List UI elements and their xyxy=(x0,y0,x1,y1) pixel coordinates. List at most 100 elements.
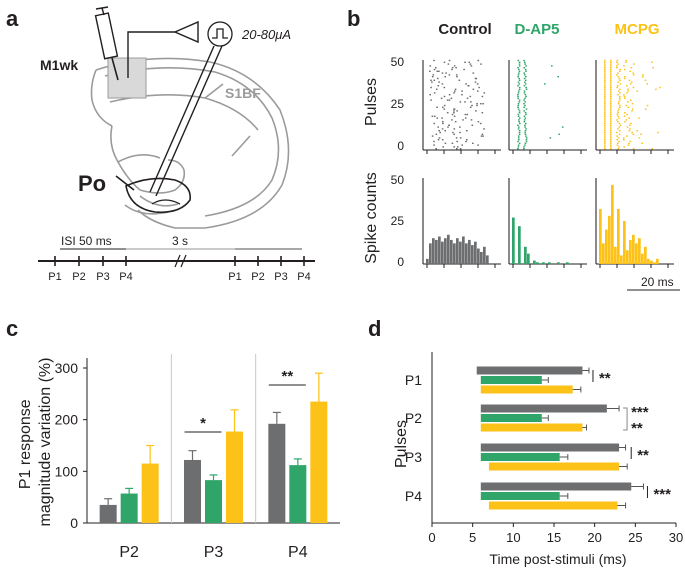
hist-bar-Control xyxy=(447,234,450,264)
condition-dap5-label: D-AP5 xyxy=(514,21,559,38)
raster-spike xyxy=(517,59,520,62)
raster-spike xyxy=(604,70,606,72)
hist-bar-MCPG xyxy=(641,253,644,264)
raster-spike xyxy=(633,63,635,65)
raster-spike xyxy=(626,126,629,128)
hist-tick-0: 0 xyxy=(397,255,404,269)
raster-spike xyxy=(451,67,454,69)
raster-spike xyxy=(624,112,626,114)
d-bar-D-AP5-P2 xyxy=(480,414,542,422)
d-x-tick-label: 25 xyxy=(628,530,642,545)
raster-spike xyxy=(518,77,520,80)
c-bar-Control-P4 xyxy=(268,423,286,523)
pulse-stimulator-icon xyxy=(207,21,233,47)
raster-spike xyxy=(618,146,620,148)
raster-spike xyxy=(604,144,606,146)
raster-spike xyxy=(448,94,451,96)
raster-spike xyxy=(604,108,606,110)
c-category-label-P4: P4 xyxy=(288,544,308,561)
raster-spike xyxy=(632,86,635,89)
raster-spike xyxy=(435,148,437,150)
raster-spike xyxy=(604,124,606,126)
raster-spike xyxy=(447,126,449,128)
raster-spike xyxy=(444,76,446,78)
raster-spike xyxy=(524,81,526,83)
raster-spike xyxy=(435,67,437,69)
raster-spike xyxy=(446,112,449,114)
panel-d-letter: d xyxy=(368,316,381,341)
raster-spike xyxy=(610,137,612,139)
raster-spike xyxy=(626,92,628,94)
raster-spike xyxy=(518,68,520,71)
pulse-label-3: P3 xyxy=(274,271,287,283)
raster-spike xyxy=(604,59,606,62)
panel-d: d Pulses Time post-stimuli (ms) 0 5 10 15 20… xyxy=(368,316,683,567)
raster-spike xyxy=(557,76,559,78)
c-y-axis-label: P1 response magnitude variation (%) xyxy=(17,358,54,527)
raster-spike xyxy=(466,130,468,132)
raster-spike xyxy=(610,86,612,89)
hist-bar-Control xyxy=(444,238,447,264)
raster-spike xyxy=(604,106,606,108)
po-outline xyxy=(125,177,192,214)
raster-spike xyxy=(623,139,625,141)
raster-spike xyxy=(518,131,521,134)
raster-spike xyxy=(631,110,633,112)
raster-spike xyxy=(525,95,527,98)
raster-spike xyxy=(465,140,467,143)
hist-bar-MCPG xyxy=(635,243,638,264)
raster-spike xyxy=(518,139,520,141)
stimulation-intensity-label: 20-80μA xyxy=(241,27,291,42)
raster-spike xyxy=(518,79,521,81)
raster-spike xyxy=(429,65,432,67)
raster-spike xyxy=(459,137,462,139)
c-y-axis-label-line2: magnitude variation (%) xyxy=(37,358,54,527)
raster-spike xyxy=(438,81,440,83)
raster-spike xyxy=(642,76,644,78)
raster-spike xyxy=(610,74,612,76)
d-significance-bracket xyxy=(623,407,628,431)
raster-spike xyxy=(610,61,612,63)
raster-spike xyxy=(431,135,434,137)
raster-spike xyxy=(610,79,612,81)
raster-spike xyxy=(459,131,461,134)
amplifier-icon xyxy=(173,20,199,44)
raster-spike xyxy=(523,59,525,62)
raster-spike xyxy=(518,99,521,101)
raster-spike xyxy=(630,67,633,69)
raster-spike xyxy=(604,142,606,144)
raster-spike xyxy=(455,74,458,76)
hist-bar-D-AP5 xyxy=(527,253,530,264)
gap-label: 3 s xyxy=(172,234,188,248)
raster-spike xyxy=(604,72,606,74)
raster-spike xyxy=(525,140,528,143)
d-x-tick-label: 30 xyxy=(669,530,683,545)
raster-spike xyxy=(627,90,629,92)
raster-spike xyxy=(629,99,632,101)
raster-spike xyxy=(436,70,439,72)
raster-spike xyxy=(610,81,612,83)
raster-spike xyxy=(517,140,519,143)
raster-spike xyxy=(610,90,612,92)
raster-spike xyxy=(618,126,621,128)
raster-spike xyxy=(629,83,632,85)
hist-tick-25: 25 xyxy=(391,214,405,228)
raster-spike xyxy=(443,95,446,98)
raster-spike xyxy=(610,83,612,85)
raster-spike xyxy=(604,85,606,87)
hist-bar-MCPG xyxy=(626,250,629,264)
raster-spike xyxy=(604,113,606,116)
raster-spike xyxy=(610,124,612,126)
d-y-axis-label: Pulses xyxy=(393,420,410,468)
raster-spike xyxy=(524,142,527,144)
raster-spike xyxy=(433,79,436,81)
raster-spike xyxy=(433,59,435,62)
raster-spike xyxy=(604,76,606,78)
raster-spike xyxy=(523,148,525,150)
raster-spike xyxy=(524,130,527,132)
hist-bar-Control xyxy=(471,245,474,264)
raster-spike xyxy=(616,67,618,69)
raster-spike xyxy=(604,65,606,67)
raster-spike xyxy=(456,76,458,78)
raster-spike xyxy=(617,81,620,83)
